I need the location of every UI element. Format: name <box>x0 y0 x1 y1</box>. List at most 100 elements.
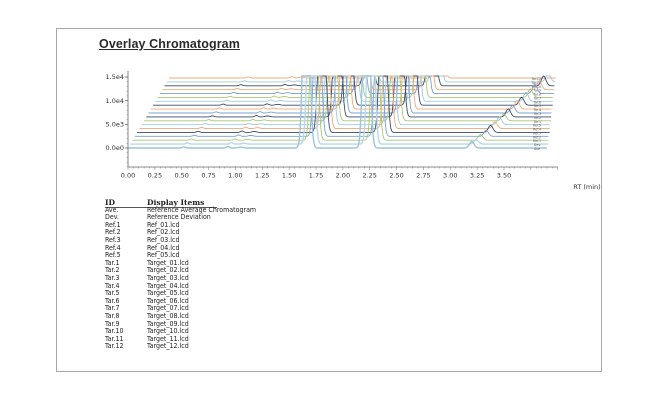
row-id: Tar.3 <box>105 273 120 282</box>
x-tick-label: 0.25 <box>148 172 162 180</box>
row-display-item: Reference Average Chromatogram <box>147 205 257 214</box>
y-tick-label: 1.0e4 <box>106 97 124 105</box>
table-row: Tar.11 Target_11.lcd <box>105 334 347 344</box>
row-display-item: Ref_04.lcd <box>147 243 180 252</box>
row-id: Ref.3 <box>105 235 121 244</box>
trace-ref1 <box>132 75 549 141</box>
row-id: Tar.2 <box>105 266 120 275</box>
trace-ref3 <box>137 75 550 133</box>
table-row: Ref.2 Ref_02.lcd <box>105 229 347 237</box>
table-row: Dev. Reference Deviation <box>105 214 347 222</box>
x-tick-label: 2.00 <box>336 172 350 180</box>
trace-label: Tar.6 <box>533 100 541 104</box>
row-id: Tar.7 <box>105 304 120 313</box>
row-id: Tar.11 <box>105 334 124 343</box>
trace-label: Tar.4 <box>533 108 541 112</box>
x-tick-label: 3.25 <box>470 172 484 180</box>
row-display-item: Ref_01.lcd <box>147 220 180 229</box>
trace-tar5 <box>153 75 553 106</box>
trace-tar11 <box>166 75 556 83</box>
row-display-item: Target_03.lcd <box>147 273 189 282</box>
row-display-item: Target_12.lcd <box>147 342 189 351</box>
row-id: Tar.8 <box>105 311 120 320</box>
row-id: Tar.1 <box>105 258 120 267</box>
trace-ref5 <box>141 75 550 126</box>
display-items-table: ID Display Items Ave. Reference Average C… <box>105 199 347 351</box>
trace-ref4 <box>139 75 550 130</box>
table-header-rule <box>105 207 217 208</box>
row-id: Ref.4 <box>105 243 121 252</box>
page-title: Overlay Chromatogram <box>99 37 240 51</box>
row-display-item: Target_02.lcd <box>147 266 189 275</box>
row-id: Ref.5 <box>105 251 121 260</box>
row-display-item: Ref_05.lcd <box>147 251 180 260</box>
trace-label: Tar.3 <box>533 112 541 116</box>
table-row: Ref.4 Ref_04.lcd <box>105 243 347 253</box>
header-id: ID <box>105 198 116 207</box>
table-row: Tar.9 Target_09.lcd <box>105 319 347 329</box>
x-tick-label: 1.75 <box>309 172 323 180</box>
x-tick-label: 1.50 <box>282 172 296 180</box>
row-display-item: Target_06.lcd <box>147 296 189 305</box>
trace-label: Ave. <box>534 147 541 151</box>
trace-tar4 <box>150 75 552 110</box>
row-id: Tar.10 <box>105 327 124 336</box>
row-display-item: Target_01.lcd <box>147 258 189 267</box>
row-display-item: Target_04.lcd <box>147 281 189 290</box>
table-row: Tar.4 Target_04.lcd <box>105 281 347 291</box>
x-tick-label: 2.75 <box>416 172 430 180</box>
x-tick-label: 0.75 <box>201 172 215 180</box>
x-tick-label: 0.50 <box>174 172 188 180</box>
x-tick-label: 3.50 <box>497 172 511 180</box>
row-id: Tar.4 <box>105 281 120 290</box>
trace-label: Tar.9 <box>533 89 541 93</box>
table-row: Tar.8 Target_08.lcd <box>105 311 347 321</box>
trace-label: Ref.1 <box>533 139 541 143</box>
row-id: Tar.9 <box>105 319 120 328</box>
y-tick-label: 5.0e3 <box>106 121 124 129</box>
row-display-item: Target_11.lcd <box>147 334 189 343</box>
trace-tar1 <box>143 75 552 122</box>
table-row: Tar.10 Target_10.lcd <box>105 327 347 336</box>
trace-tar2 <box>146 75 552 118</box>
row-display-item: Ref_03.lcd <box>147 235 180 244</box>
x-axis-label: RT (min) <box>573 183 600 191</box>
row-display-item: Target_09.lcd <box>147 319 189 328</box>
row-display-item: Target_05.lcd <box>147 289 189 298</box>
table-row: Tar.7 Target_07.lcd <box>105 305 347 313</box>
y-tick-label: 1.5e4 <box>106 73 124 81</box>
table-row: Tar.5 Target_05.lcd <box>105 290 347 298</box>
trace-label: Ref.5 <box>533 124 541 128</box>
table-row: Tar.1 Target_01.lcd <box>105 258 347 268</box>
trace-label: Tar.1 <box>533 120 541 124</box>
table-row: Ave. Reference Average Chromatogram <box>105 205 347 215</box>
header-display-items: Display Items <box>147 198 205 207</box>
table-row: Tar.6 Target_06.lcd <box>105 296 347 306</box>
chromatogram-traces: Tar.12Tar.11Tar.10Tar.9Tar.8Tar.7Tar.6Ta… <box>128 75 556 151</box>
report-frame: Overlay Chromatogram Tar.12 Tar.11 Tar.10 T… <box>56 28 602 372</box>
trace-label: Tar.8 <box>533 93 541 97</box>
trace-label: Tar.5 <box>533 104 541 108</box>
trace-label: Tar.7 <box>533 96 541 100</box>
x-tick-label: 3.00 <box>443 172 457 180</box>
trace-label: Dev. <box>534 143 541 147</box>
trace-label: Ref.3 <box>533 131 541 135</box>
row-id: Ref.1 <box>105 220 121 229</box>
table-row: Tar.3 Target_03.lcd <box>105 273 347 283</box>
x-tick-label: 1.25 <box>255 172 269 180</box>
overlay-chromatogram-chart: Tar.12Tar.11Tar.10Tar.9Tar.8Tar.7Tar.6Ta… <box>106 71 601 191</box>
x-tick-label: 0.00 <box>121 172 135 180</box>
trace-label: Tar.2 <box>533 116 541 120</box>
row-id: Tar.12 <box>105 342 124 351</box>
row-id: Dev. <box>105 213 119 222</box>
table-body: Ave. Reference Average Chromatogram Dev. Re… <box>105 205 347 351</box>
row-display-item: Ref_02.lcd <box>147 228 180 237</box>
trace-tar3 <box>148 75 552 114</box>
trace-label: Tar.12 <box>531 77 541 81</box>
trace-label: Tar.11 <box>531 81 541 85</box>
row-id: Ave. <box>105 205 119 214</box>
chart-axes: 1.5e4 1.0e4 5.0e3 0.0e0 0.00 0.25 0.50 0.75 1.00… <box>106 71 601 191</box>
x-tick-label: 1.00 <box>228 172 242 180</box>
table-row: Ref.5 Ref_05.lcd <box>105 252 347 260</box>
table-header: ID Display Items <box>105 199 347 207</box>
